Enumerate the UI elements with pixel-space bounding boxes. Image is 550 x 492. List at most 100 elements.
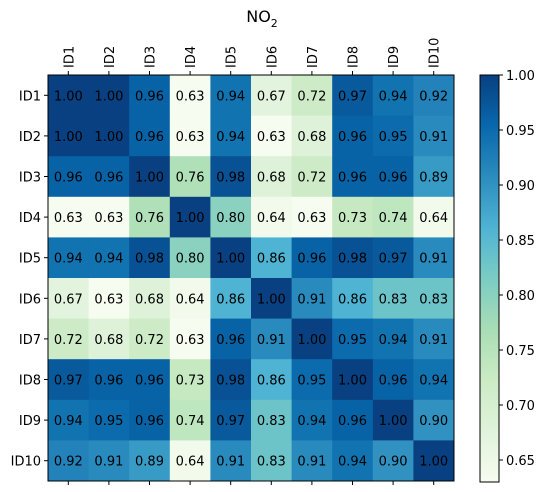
heatmap-cell-r9-c3 — [129, 399, 171, 441]
heatmap-cell-r6-c1 — [48, 278, 90, 320]
cell-value-r2-c7: 0.68 — [297, 130, 326, 145]
heatmap-cell-r4-c9 — [372, 196, 414, 238]
col-label-2: ID2 — [103, 46, 118, 68]
cell-value-r10-c3: 0.89 — [135, 455, 164, 470]
colorbar-tick-label-1: 0.65 — [506, 454, 535, 469]
heatmap-cell-r3-c4 — [169, 156, 211, 198]
colorbar-tick-label-2: 0.70 — [506, 399, 535, 414]
cell-value-r6-c5: 0.86 — [216, 292, 245, 307]
heatmap-cell-r6-c6 — [251, 278, 293, 320]
heatmap-cell-r5-c10 — [413, 237, 455, 279]
heatmap-cell-r10-c4 — [169, 440, 211, 482]
row-axis: ID1 ID2 ID3 ID4 ID5 ID6 ID7 ID8 ID9 ID10 — [11, 89, 48, 470]
heatmap-cell-r7-c1 — [48, 318, 90, 360]
row-label-2: ID2 — [19, 130, 41, 145]
heatmap-cell-r2-c6 — [251, 115, 293, 157]
heatmap-cell-r9-c4 — [169, 399, 211, 441]
cell-value-r6-c9: 0.83 — [379, 292, 408, 307]
cell-value-r3-c8: 0.96 — [338, 171, 367, 186]
cell-value-r7-c3: 0.72 — [135, 333, 164, 348]
cell-value-r5-c5: 1.00 — [216, 252, 245, 267]
heatmap-cell-r8-c3 — [129, 359, 171, 401]
heatmap-cell-r10-c7 — [291, 440, 333, 482]
cell-value-r2-c3: 0.96 — [135, 130, 164, 145]
heatmap-cell-r8-c2 — [88, 359, 130, 401]
cell-value-r2-c6: 0.63 — [257, 130, 286, 145]
row-label-1: ID1 — [19, 89, 41, 104]
heatmap-cell-r3-c3 — [129, 156, 171, 198]
cell-value-r7-c6: 0.91 — [257, 333, 286, 348]
heatmap-cell-r3-c1 — [48, 156, 90, 198]
heatmap-cell-r5-c5 — [210, 237, 252, 279]
heatmap-cell-r6-c2 — [88, 278, 130, 320]
cell-value-r1-c9: 0.94 — [379, 89, 408, 104]
cell-value-r3-c5: 0.98 — [216, 171, 245, 186]
heatmap-cell-r1-c4 — [169, 75, 211, 117]
cell-value-r6-c3: 0.68 — [135, 292, 164, 307]
cell-value-r6-c8: 0.86 — [338, 292, 367, 307]
col-label-1: ID1 — [62, 46, 77, 68]
cell-value-r4-c5: 0.80 — [216, 211, 245, 226]
cell-value-r10-c5: 0.91 — [216, 455, 245, 470]
heatmap-cell-r7-c10 — [413, 318, 455, 360]
cell-value-r4-c9: 0.74 — [379, 211, 408, 226]
cell-value-r10-c4: 0.64 — [176, 455, 205, 470]
heatmap-cell-r5-c8 — [332, 237, 374, 279]
cell-value-r1-c7: 0.72 — [297, 89, 326, 104]
chart-title-main: NO — [246, 7, 271, 26]
column-axis: ID1 ID2 ID3 ID4 ID5 ID6 ID7 ID8 ID9 ID10 — [62, 38, 443, 485]
heatmap-cell-r1-c7 — [291, 75, 333, 117]
cell-value-r9-c8: 0.96 — [338, 414, 367, 429]
heatmap-cell-r7-c9 — [372, 318, 414, 360]
cell-value-r5-c9: 0.97 — [379, 252, 408, 267]
cell-value-r5-c7: 0.96 — [297, 252, 326, 267]
col-label-10: ID10 — [428, 38, 443, 68]
heatmap-cell-r4-c5 — [210, 196, 252, 238]
cell-value-r2-c4: 0.63 — [176, 130, 205, 145]
heatmap-cell-r2-c5 — [210, 115, 252, 157]
cell-value-r2-c5: 0.94 — [216, 130, 245, 145]
cell-value-r4-c6: 0.64 — [257, 211, 286, 226]
row-label-5: ID5 — [19, 252, 41, 267]
heatmap-cell-r5-c2 — [88, 237, 130, 279]
cell-value-r7-c5: 0.96 — [216, 333, 245, 348]
heatmap-cell-r10-c9 — [372, 440, 414, 482]
row-label-9: ID9 — [19, 414, 41, 429]
heatmap-cell-r8-c6 — [251, 359, 293, 401]
heatmap-cell-r8-c8 — [332, 359, 374, 401]
cell-value-r1-c2: 1.00 — [94, 89, 123, 104]
heatmap-cell-r1-c9 — [372, 75, 414, 117]
heatmap-cell-r3-c7 — [291, 156, 333, 198]
heatmap-cell-r8-c1 — [48, 359, 90, 401]
heatmap-cell-r4-c8 — [332, 196, 374, 238]
heatmap-cell-r2-c2 — [88, 115, 130, 157]
cell-value-r10-c2: 0.91 — [94, 455, 123, 470]
heatmap-cell-r9-c8 — [332, 399, 374, 441]
heatmap-cell-r9-c2 — [88, 399, 130, 441]
cell-value-r7-c4: 0.63 — [176, 333, 205, 348]
colorbar-tick-label-5: 0.85 — [506, 234, 535, 249]
cell-value-r8-c3: 0.96 — [135, 374, 164, 389]
heatmap-cell-r1-c5 — [210, 75, 252, 117]
heatmap-cell-r7-c4 — [169, 318, 211, 360]
heatmap-cell-r7-c7 — [291, 318, 333, 360]
cell-value-r5-c6: 0.86 — [257, 252, 286, 267]
cell-value-r1-c3: 0.96 — [135, 89, 164, 104]
cell-value-r5-c2: 0.94 — [94, 252, 123, 267]
heatmap-cell-r7-c8 — [332, 318, 374, 360]
heatmap-cell-r9-c9 — [372, 399, 414, 441]
cell-value-r7-c7: 1.00 — [297, 333, 326, 348]
cell-value-r3-c2: 0.96 — [94, 171, 123, 186]
chart-title: NO2 — [246, 7, 278, 30]
cell-value-r6-c6: 1.00 — [257, 292, 286, 307]
heatmap-cell-r10-c3 — [129, 440, 171, 482]
heatmap-cell-r1-c3 — [129, 75, 171, 117]
cell-value-r9-c3: 0.96 — [135, 414, 164, 429]
heatmap-cell-r6-c8 — [332, 278, 374, 320]
cell-value-r8-c8: 1.00 — [338, 374, 367, 389]
heatmap-cell-r4-c7 — [291, 196, 333, 238]
cell-value-r8-c1: 0.97 — [54, 374, 83, 389]
col-label-3: ID3 — [144, 46, 159, 68]
cell-value-r3-c3: 1.00 — [135, 171, 164, 186]
